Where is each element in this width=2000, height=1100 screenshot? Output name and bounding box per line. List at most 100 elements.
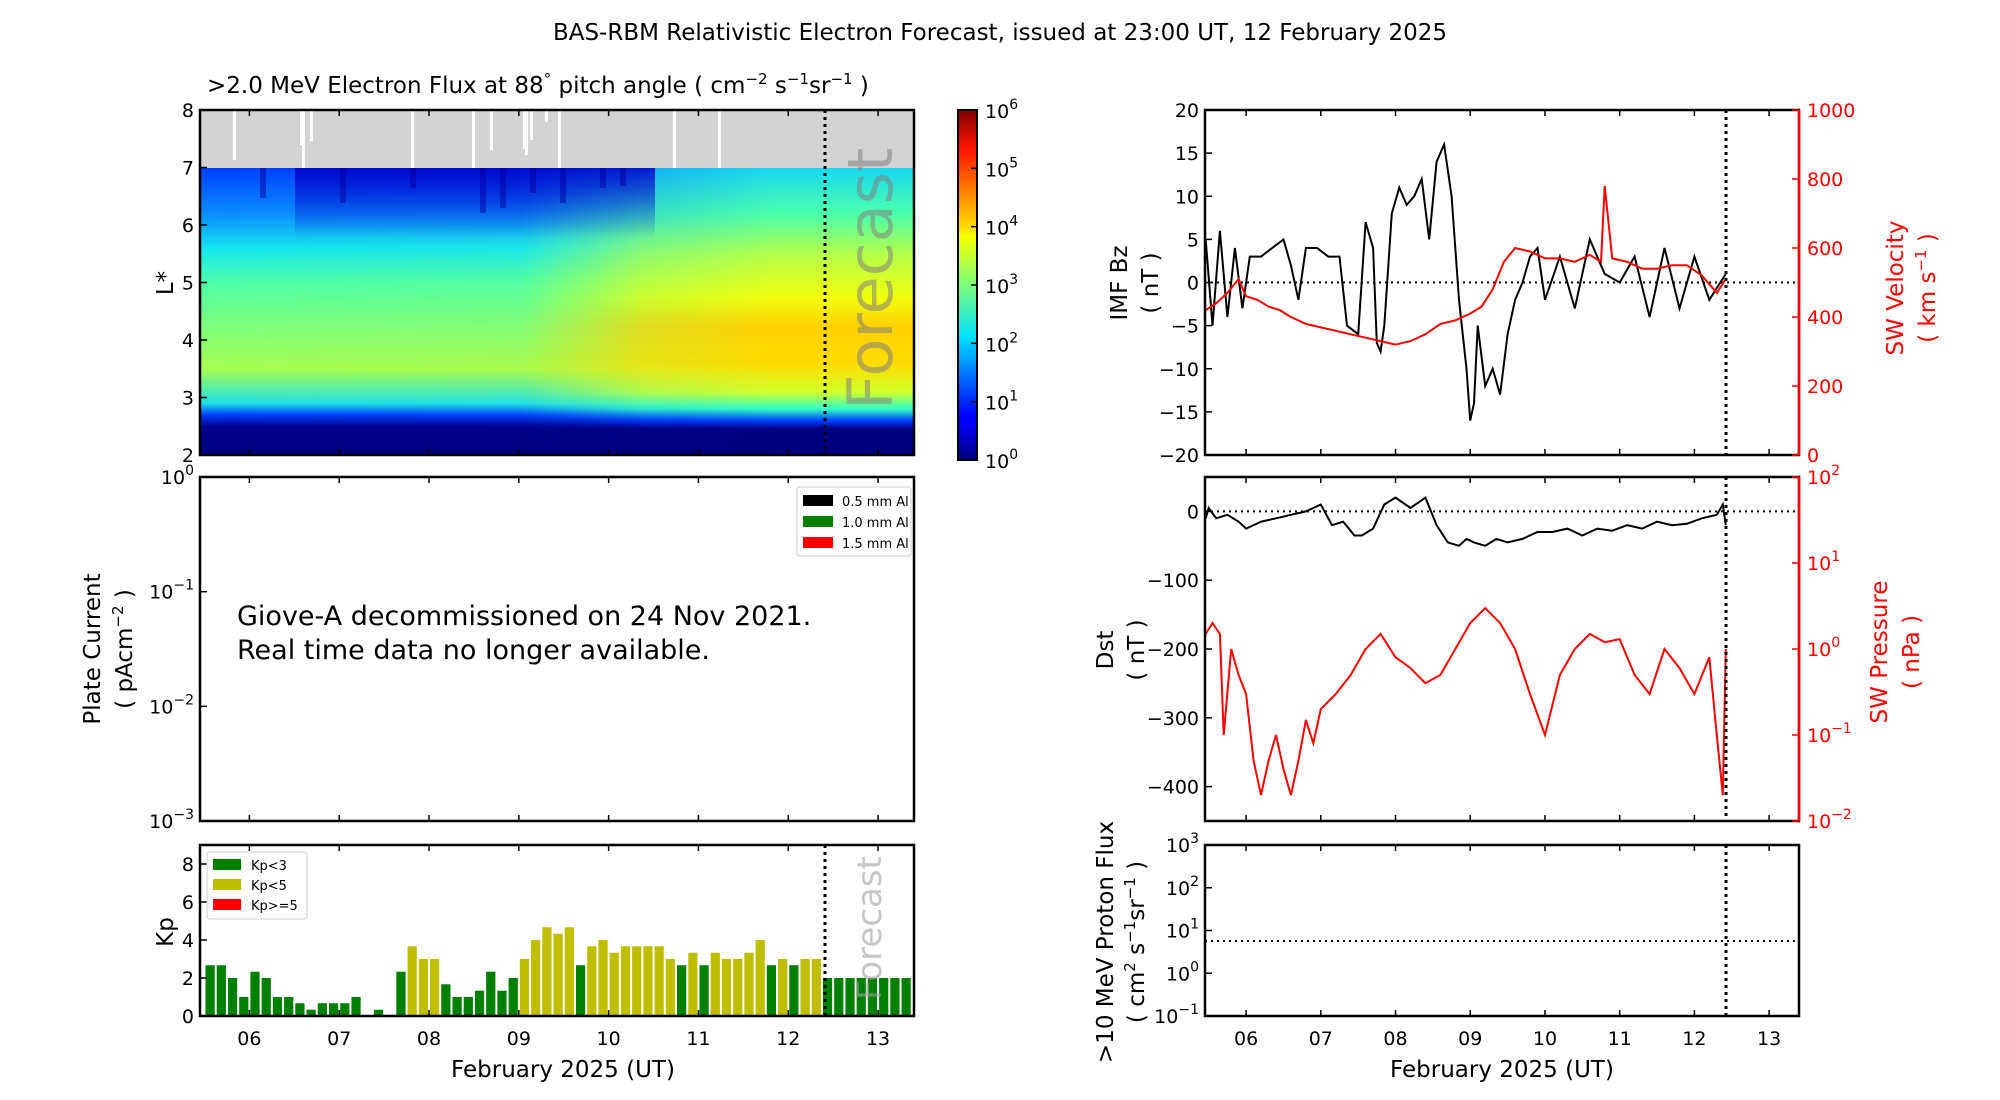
legend-swatch	[213, 859, 241, 870]
x-tick-label: 07	[327, 1028, 351, 1050]
colorbar-tick-label: 101	[985, 389, 1018, 415]
kp-bar	[430, 959, 440, 1016]
y-tick-label: 10−1	[1807, 721, 1852, 747]
forecast-watermark-flux: Forecast	[834, 148, 907, 410]
plate-axes-frame	[198, 475, 916, 823]
kp-bar	[373, 1009, 384, 1016]
flux-ylabel: L*	[153, 271, 179, 295]
y-tick-label: 100	[161, 463, 194, 489]
plate-ylabel: Plate Current	[80, 573, 106, 724]
kp-bar	[340, 1003, 350, 1016]
y-tick-label: −200	[1147, 639, 1199, 661]
legend-label: Kp<5	[251, 879, 287, 894]
proton-flux-panel: 10−1 100 101 102 103 06 07 08 09 10 11 12 13 >10 Me…	[1093, 821, 1801, 1083]
y-tick-label: 0	[1187, 273, 1199, 295]
flux-depletion-top	[295, 168, 655, 238]
y-tick-label: 5	[1187, 229, 1199, 251]
legend-label: 0.5 mm Al	[842, 495, 909, 510]
imf-y-ticks: −20 −15 −10 −5 0 5 10 15 20	[1159, 100, 1212, 467]
kp-bar	[688, 952, 698, 1016]
electron-flux-title: >2.0 MeV Electron Flux at 88° pitch angl…	[207, 70, 869, 99]
flux-streaks	[260, 168, 626, 213]
no-data-streak	[718, 110, 721, 196]
y-tick-label: 6	[182, 892, 194, 914]
flux-depletion-streak	[530, 168, 536, 193]
no-data-streak	[472, 110, 475, 173]
y-tick-label: −5	[1171, 316, 1199, 338]
x-tick-label: 09	[507, 1028, 531, 1050]
proton-y-ticks: 10−1 100 101 102 103	[1154, 831, 1212, 1028]
kp-bar	[564, 927, 574, 1016]
dst-axes-frame	[1203, 475, 1801, 823]
flux-x-ticks	[248, 110, 879, 455]
kp-bar	[452, 997, 462, 1016]
flux-depletion-streak	[560, 168, 566, 203]
kp-bar	[879, 978, 889, 1016]
velocity-ylabel-units: ( km s−1 )	[1912, 233, 1941, 343]
x-tick-label: 11	[686, 1028, 710, 1050]
flux-colorbar: 100 101 102 103 104 105 106	[957, 97, 1018, 473]
colorbar-tick-label: 103	[985, 272, 1018, 298]
no-data-streak	[530, 110, 533, 140]
imf-velocity-panel: −20 −15 −10 −5 0 5 10 15 20 0 200 400 600 800 1000 IM…	[1107, 100, 1941, 467]
kp-bar	[250, 971, 260, 1016]
plate-ylabel-units: ( pAcm−2 )	[109, 589, 138, 709]
figure-title: BAS-RBM Relativistic Electron Forecast, …	[553, 20, 1447, 46]
plate-legend: 0.5 mm Al 1.0 mm Al 1.5 mm Al	[796, 486, 912, 557]
y-tick-label: −20	[1159, 445, 1199, 467]
kp-bar	[699, 965, 709, 1016]
kp-bar	[620, 946, 631, 1016]
kp-bar	[441, 984, 451, 1016]
legend-swatch	[213, 879, 241, 890]
x-tick-label: 13	[1757, 1028, 1781, 1050]
proton-x-ticks: 06 07 08 09 10 11 12 13	[1234, 845, 1781, 1050]
kp-bar	[216, 965, 226, 1016]
forecast-watermark-kp: Forecast	[850, 856, 890, 1000]
y-tick-label: 102	[1166, 874, 1199, 900]
x-tick-label: 10	[597, 1028, 621, 1050]
no-data-streak	[490, 110, 493, 150]
plate-x-ticks	[248, 477, 879, 821]
legend-label: 1.5 mm Al	[842, 537, 909, 552]
y-tick-label: 400	[1807, 307, 1843, 329]
no-data-region	[200, 110, 914, 168]
no-data-streak	[300, 110, 303, 145]
imf-ylabel-units: ( nT )	[1138, 252, 1164, 313]
kp-bar	[295, 1003, 305, 1016]
x-tick-label: 10	[1533, 1028, 1557, 1050]
y-tick-label: 101	[1166, 917, 1199, 943]
y-tick-label: 10−2	[1807, 807, 1852, 833]
dst-ylabel: Dst	[1093, 631, 1119, 670]
y-tick-label: 102	[1807, 463, 1840, 489]
dst-x-ticks	[1245, 477, 1770, 821]
y-tick-label: −100	[1147, 570, 1199, 592]
y-tick-label: 1000	[1807, 100, 1855, 122]
flux-depletion-streak	[620, 168, 626, 186]
no-data-streak	[411, 110, 414, 185]
kp-x-ticks: 06 07 08 09 10 11 12 13	[237, 845, 890, 1050]
x-tick-label: 12	[776, 1028, 800, 1050]
dst-ylabel-units: ( nT )	[1124, 619, 1150, 680]
kp-bar	[587, 946, 597, 1016]
flux-depletion-streak	[480, 168, 486, 213]
kp-bar	[396, 971, 406, 1016]
x-tick-label: 06	[237, 1028, 261, 1050]
y-tick-label: 8	[182, 854, 194, 876]
no-data-streak	[545, 110, 548, 122]
decommission-notice-line2: Real time data no longer available.	[237, 635, 710, 666]
proton-axes-frame	[1203, 843, 1801, 1018]
kp-bar	[317, 1003, 327, 1016]
y-tick-label: 10	[1175, 186, 1199, 208]
legend-label: 1.0 mm Al	[842, 516, 909, 531]
kp-bar	[800, 959, 810, 1016]
y-tick-label: 20	[1175, 100, 1199, 122]
y-tick-label: 200	[1807, 376, 1843, 398]
pressure-ylabel-units: ( nPa )	[1899, 615, 1925, 689]
y-tick-label: −15	[1159, 402, 1199, 424]
kp-bar	[811, 959, 821, 1016]
sw-pressure-series	[1205, 606, 1727, 796]
kp-bar	[598, 940, 608, 1016]
kp-bar	[531, 940, 541, 1016]
x-tick-label: 08	[417, 1028, 441, 1050]
